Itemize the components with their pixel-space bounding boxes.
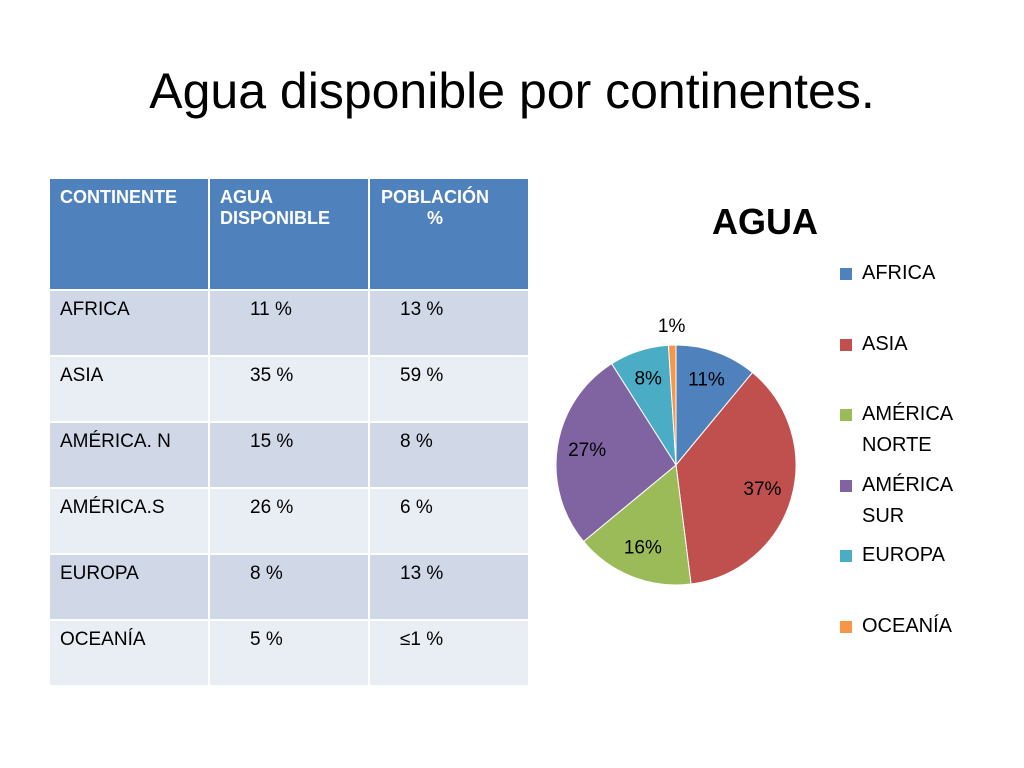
legend-label: AMÉRICA SUR (862, 473, 953, 527)
table-cell: OCEANÍA (48, 619, 210, 687)
table-cell: AMÉRICA.S (48, 487, 210, 555)
slice-label: 27% (568, 440, 606, 461)
header-cell: CONTINENTE (48, 177, 210, 291)
table-cell: 13 % (368, 289, 530, 357)
chart-title: AGUA (712, 201, 818, 242)
legend-swatch (840, 338, 852, 351)
legend-label: AMÉRICA NORTE (862, 403, 953, 456)
legend-item: AFRICA (840, 258, 960, 289)
legend-item: OCEANÍA (840, 611, 960, 642)
table-cell: ≤1 % (368, 619, 530, 687)
table-row: ASIA 35 % 59 % (48, 355, 530, 423)
legend-item: AMÉRICA SUR (840, 470, 960, 532)
table-cell: 5 % (208, 619, 370, 687)
legend-swatch (840, 268, 852, 280)
table-row: AMÉRICA. N 15 % 8 % (48, 421, 530, 489)
table-row: EUROPA 8 % 13 % (48, 553, 530, 621)
legend-item: ASIA (840, 329, 960, 360)
table-cell: AFRICA (48, 289, 210, 357)
legend-item: AMÉRICA NORTE (840, 399, 960, 461)
header-cell: POBLACIÓN % (368, 177, 530, 291)
table-cell: 13 % (368, 553, 530, 621)
pie-slice (582, 464, 692, 586)
slice-label: 16% (624, 538, 662, 559)
header-text: AGUA DISPONIBLE (220, 187, 331, 228)
pie-slice (667, 344, 677, 466)
header-cell: AGUA DISPONIBLE (208, 177, 370, 291)
legend-swatch (840, 409, 852, 421)
slide-title: Agua disponible por continentes. (149, 63, 875, 119)
table-cell: 6 % (368, 487, 530, 555)
header-text: POBLACIÓN % (381, 187, 489, 228)
legend-label: ASIA (862, 332, 908, 355)
table-cell: 15 % (208, 421, 370, 489)
table-row: AMÉRICA.S 26 % 6 % (48, 487, 530, 555)
legend-label: AFRICA (862, 262, 936, 284)
table-cell: 26 % (208, 487, 370, 555)
slice-label: 11% (688, 369, 725, 390)
header-text: CONTINENTE (60, 187, 177, 207)
slice-label: 8% (634, 368, 662, 389)
table-row: OCEANÍA 5 % ≤1 % (48, 619, 530, 687)
legend-label: EUROPA (862, 544, 945, 566)
table-cell: ASIA (48, 355, 210, 423)
legend-swatch (840, 479, 852, 492)
table-cell: EUROPA (48, 553, 210, 621)
data-table: CONTINENTE AGUA DISPONIBLE POBLACIÓN % AFRI… (48, 177, 530, 687)
header-row: CONTINENTE AGUA DISPONIBLE POBLACIÓN % (48, 177, 530, 291)
legend-label: OCEANÍA (862, 614, 953, 637)
slice-label: 37% (743, 479, 781, 500)
slice-label: 1% (658, 316, 686, 337)
table-cell: 35 % (208, 355, 370, 423)
table-cell: 59 % (368, 355, 530, 423)
legend-swatch (840, 550, 852, 562)
legend-item: EUROPA (840, 540, 960, 571)
pie-slice (675, 344, 754, 467)
table-cell: 8 % (208, 553, 370, 621)
table-cell: 11 % (208, 289, 370, 357)
pie-slice (555, 362, 677, 543)
table-cell: 8 % (368, 421, 530, 489)
legend-swatch (840, 620, 852, 633)
table-row: AFRICA 11 % 13 % (48, 289, 530, 357)
pie-slice (675, 371, 797, 585)
table-cell: AMÉRICA. N (48, 421, 210, 489)
